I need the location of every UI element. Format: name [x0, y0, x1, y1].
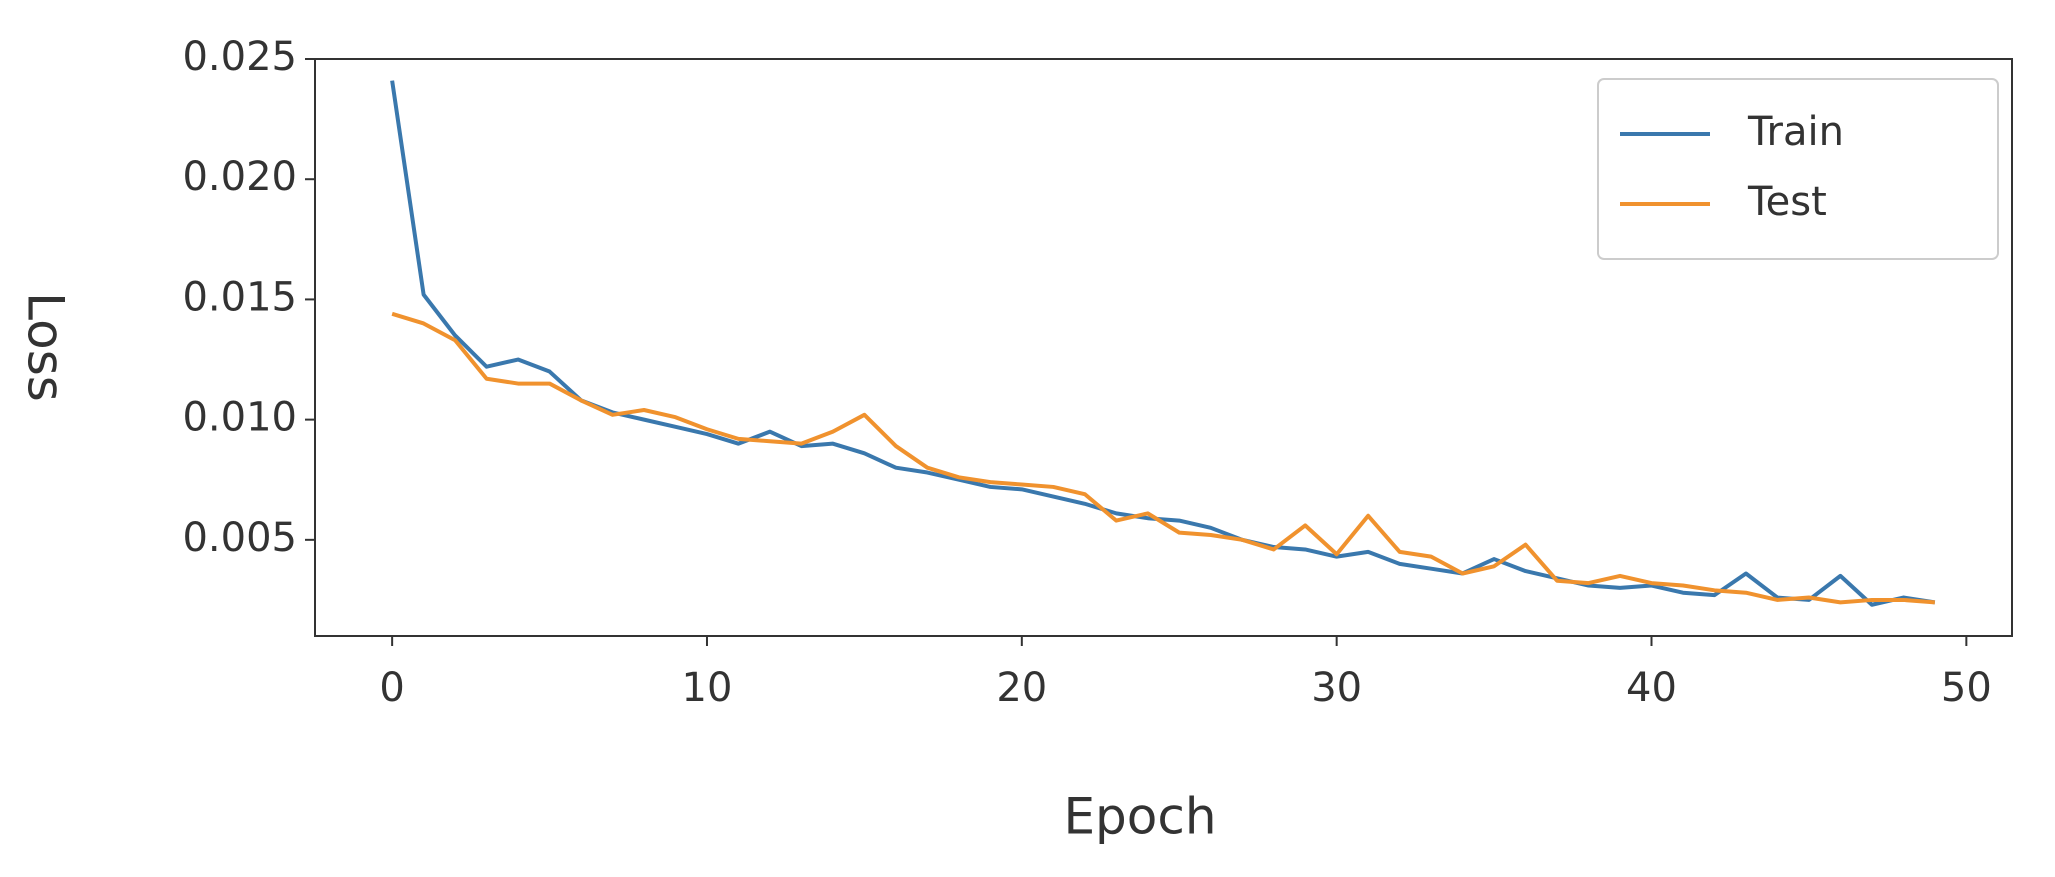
y-tick-label: 0.020 [182, 154, 297, 200]
x-tick-label: 0 [379, 665, 404, 711]
y-tick-label: 0.015 [182, 274, 297, 320]
x-tick-label: 20 [996, 665, 1047, 711]
x-axis-label: Epoch [1063, 788, 1216, 846]
legend-label: Test [1747, 179, 1827, 225]
plot-frame [314, 58, 2013, 637]
legend-label: Train [1747, 109, 1844, 155]
x-tick-label: 50 [1941, 665, 1992, 711]
legend-box [1597, 78, 1999, 260]
series-line [390, 80, 1936, 607]
series-line [391, 311, 1936, 605]
y-tick-label: 0.025 [182, 34, 297, 80]
x-tick-label: 40 [1626, 665, 1677, 711]
y-tick-label: 0.005 [182, 515, 297, 561]
y-axis-label: Loss [17, 292, 75, 402]
y-tick-label: 0.010 [182, 395, 297, 441]
x-tick-label: 10 [682, 665, 733, 711]
x-tick-label: 30 [1311, 665, 1362, 711]
